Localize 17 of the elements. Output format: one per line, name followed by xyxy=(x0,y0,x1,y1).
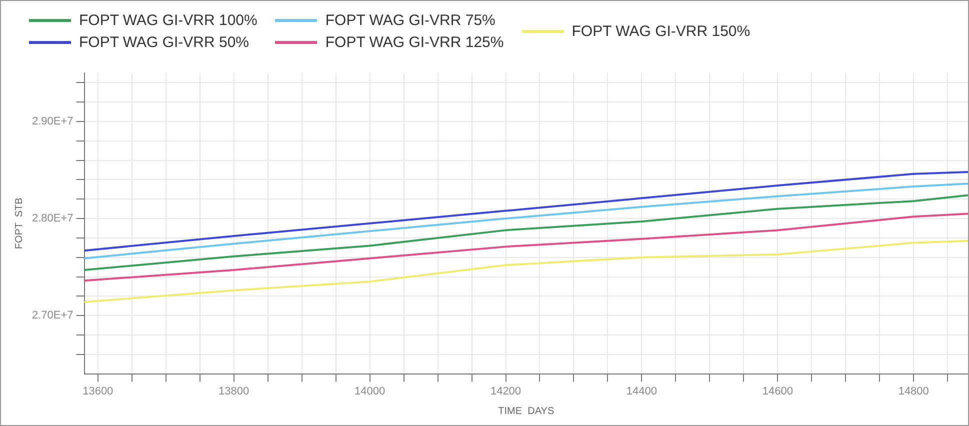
x-tick-label: 14000 xyxy=(354,385,386,398)
legend-label: FOPT WAG GI-VRR 100% xyxy=(79,12,258,28)
x-tick-label: 14200 xyxy=(490,385,522,398)
x-tick-label: 14400 xyxy=(626,385,658,398)
y-axis-title: FOPT STB xyxy=(14,197,25,250)
x-tick-label: 14600 xyxy=(762,385,793,398)
legend-label: FOPT WAG GI-VRR 50% xyxy=(79,34,250,50)
y-tick-label: 2.80E+7 xyxy=(32,212,74,225)
y-tick-label: 2.90E+7 xyxy=(32,116,74,128)
legend-label: FOPT WAG GI-VRR 75% xyxy=(325,12,496,28)
x-tick-label: 14800 xyxy=(898,385,929,398)
x-tick-label: 13800 xyxy=(218,385,250,398)
y-tick-label: 2.70E+7 xyxy=(32,310,74,322)
legend-label: FOPT WAG GI-VRR 125% xyxy=(325,34,504,50)
x-tick-label: 13600 xyxy=(82,385,114,398)
legend-label: FOPT WAG GI-VRR 150% xyxy=(572,22,750,40)
x-axis-title: TIME DAYS xyxy=(498,406,554,417)
